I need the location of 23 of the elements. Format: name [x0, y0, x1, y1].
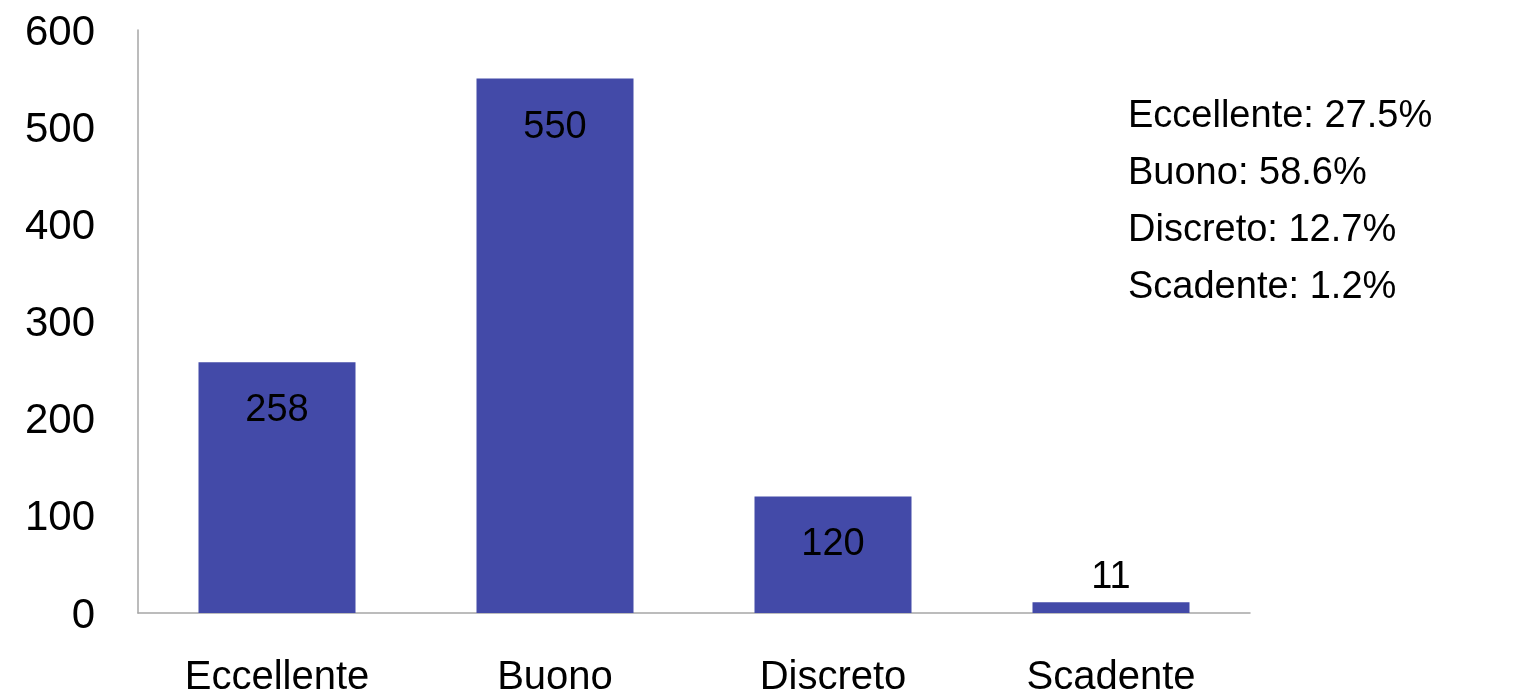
y-tick-label: 500 [24, 103, 95, 151]
annotation: Eccellente: 27.5% [1128, 93, 1433, 135]
annotation: Scadente: 1.2% [1128, 264, 1397, 306]
y-tick-label: 100 [24, 492, 95, 540]
data-label: 550 [523, 103, 587, 146]
y-tick-label: 600 [24, 6, 95, 54]
x-tick-label: Scadente [1026, 653, 1196, 696]
data-label: 258 [245, 387, 309, 430]
bar [754, 496, 912, 613]
data-label: 11 [1091, 554, 1131, 597]
y-tick-label: 200 [24, 395, 95, 443]
bar [476, 78, 634, 613]
data-label: 120 [801, 521, 865, 564]
y-tick-label: 0 [71, 589, 95, 637]
x-tick-label: Eccellente [184, 653, 370, 696]
x-tick-label: Buono [497, 653, 613, 696]
annotation: Buono: 58.6% [1128, 150, 1367, 192]
bar [1032, 602, 1190, 613]
bar [198, 362, 356, 613]
annotation: Discreto: 12.7% [1128, 207, 1397, 249]
y-tick-label: 400 [24, 200, 95, 248]
y-tick-label: 300 [24, 298, 95, 345]
x-tick-label: Discreto [759, 653, 907, 696]
